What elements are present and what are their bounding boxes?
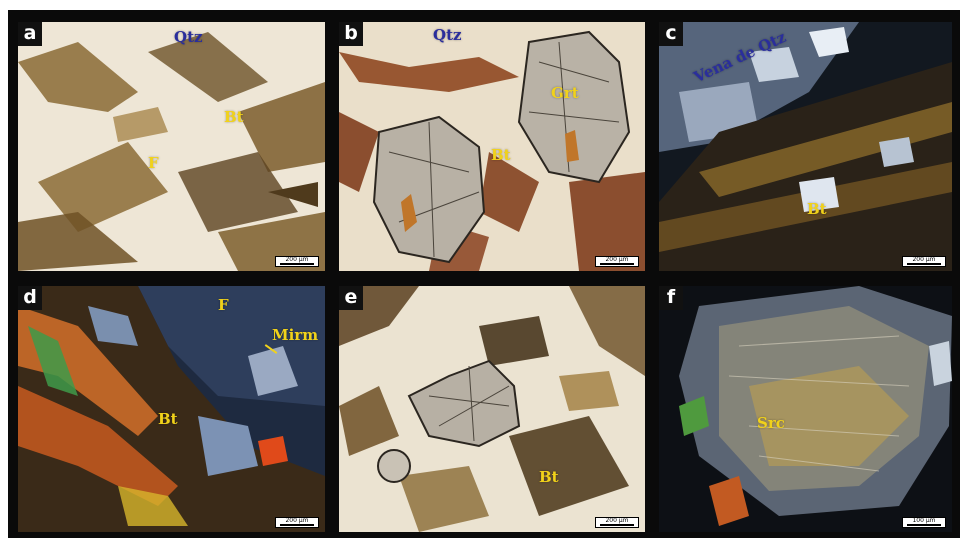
panel-f-label-src: Src: [757, 414, 785, 432]
panel-f-scalebar: 100 µm: [902, 517, 946, 528]
panel-e-scalebar: 200 µm: [595, 517, 639, 528]
panel-a-label-f: F: [148, 154, 159, 172]
panel-c: c Vena de Qtz Bt 200 µm: [659, 22, 952, 271]
panel-d-label-bt: Bt: [158, 410, 178, 428]
panel-e-letter: e: [339, 286, 363, 310]
panel-c-letter: c: [659, 22, 683, 46]
panel-b-letter: b: [339, 22, 363, 46]
panel-a: a Qtz Bt F 200 µm: [18, 22, 325, 271]
panel-b: b Qtz Grt Bt 200 µm: [339, 22, 645, 271]
panel-e-label-bt: Bt: [539, 468, 559, 486]
panel-c-scalebar: 200 µm: [902, 256, 946, 267]
panel-d-micrograph: [18, 286, 325, 532]
panel-b-micrograph: [339, 22, 645, 271]
panel-f-micrograph: [659, 286, 952, 532]
panel-f: f Src 100 µm: [659, 286, 952, 532]
panel-a-label-bt: Bt: [224, 108, 244, 126]
panel-a-scalebar: 200 µm: [275, 256, 319, 267]
panel-d-scalebar: 200 µm: [275, 517, 319, 528]
panel-b-label-grt: Grt: [551, 84, 579, 102]
panel-d-letter: d: [18, 286, 42, 310]
panel-c-label-bt: Bt: [807, 200, 827, 218]
panel-e-micrograph: [339, 286, 645, 532]
panel-a-micrograph: [18, 22, 325, 271]
panel-b-scalebar: 200 µm: [595, 256, 639, 267]
panel-a-label-qtz: Qtz: [174, 28, 203, 46]
panel-f-letter: f: [659, 286, 683, 310]
panel-d-label-mirm: Mirm: [272, 326, 319, 344]
panel-e: e Bt 200 µm: [339, 286, 645, 532]
panel-b-label-qtz: Qtz: [433, 26, 462, 44]
panel-b-label-bt: Bt: [491, 146, 511, 164]
panel-a-letter: a: [18, 22, 42, 46]
panel-c-micrograph: [659, 22, 952, 271]
panel-d: d F Mirm Bt 200 µm: [18, 286, 325, 532]
panel-d-label-f: F: [218, 296, 229, 314]
